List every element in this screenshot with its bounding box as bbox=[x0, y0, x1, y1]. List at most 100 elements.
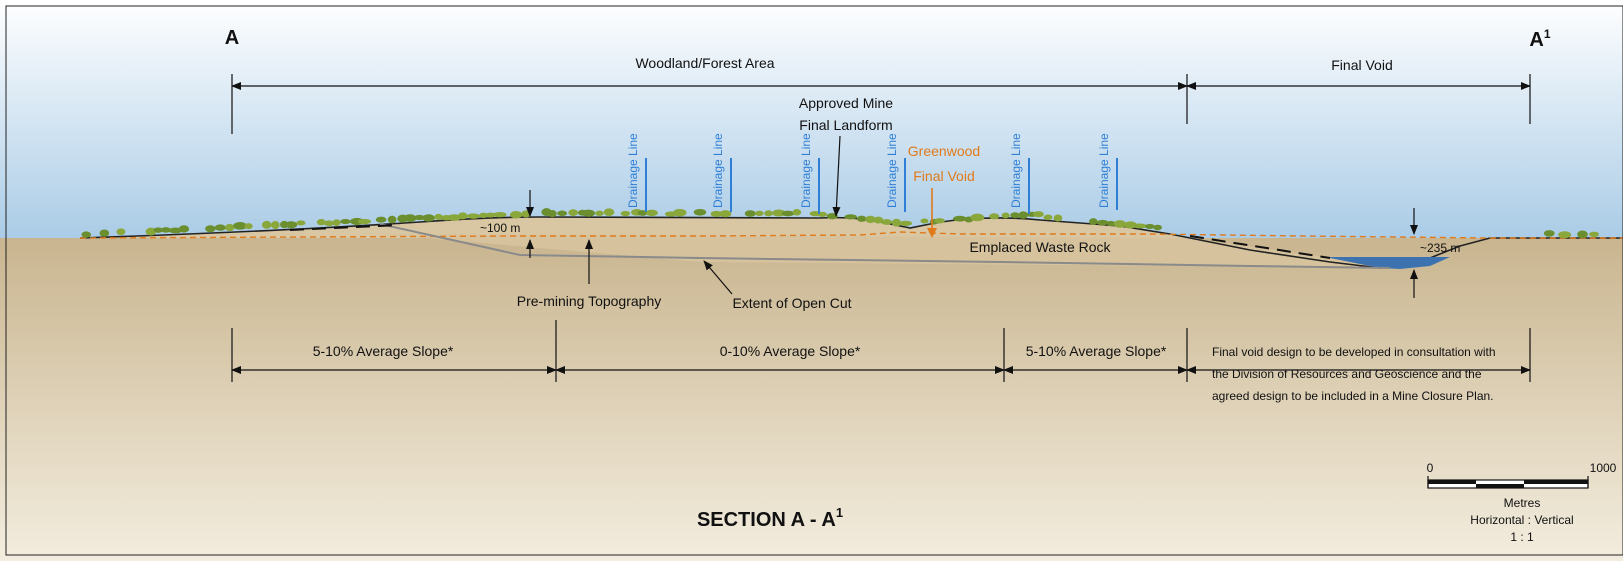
tree-clump bbox=[357, 218, 372, 225]
approved-landform-leader bbox=[832, 135, 841, 217]
greenwood-label-1: Greenwood bbox=[908, 143, 980, 159]
pre-mining-label: Pre-mining Topography bbox=[517, 293, 662, 309]
tree-clump bbox=[1577, 230, 1588, 239]
tree-clump bbox=[645, 209, 658, 217]
tree-clump bbox=[414, 214, 425, 221]
drainage-line-label-1: Drainage Line bbox=[626, 133, 640, 208]
tree-clump bbox=[557, 210, 568, 217]
tree-clump bbox=[447, 214, 462, 221]
greenwood-arrowhead bbox=[927, 228, 937, 238]
tree-clump bbox=[1033, 211, 1044, 218]
tree-clump bbox=[1001, 212, 1010, 219]
tree-clump bbox=[99, 229, 110, 237]
scale-unit-label: Metres bbox=[1504, 496, 1541, 510]
tree-clump bbox=[582, 209, 595, 217]
tree-clump bbox=[1096, 219, 1109, 226]
tree-clump bbox=[332, 219, 341, 227]
tree-clump bbox=[970, 213, 985, 222]
tree-clump bbox=[422, 214, 435, 222]
section-title: SECTION A - A1 bbox=[697, 505, 843, 531]
tree-clump bbox=[568, 209, 578, 216]
tree-clump bbox=[693, 208, 707, 216]
slope-label-3: 5-10% Average Slope* bbox=[1026, 343, 1167, 359]
tree-clump bbox=[485, 212, 496, 218]
note-line-1: Final void design to be developed in con… bbox=[1212, 345, 1496, 359]
tree-clump bbox=[493, 211, 507, 218]
scale-ratio-label: Horizontal : Vertical bbox=[1470, 513, 1573, 527]
tree-clump bbox=[1543, 230, 1555, 237]
tree-clump bbox=[792, 209, 802, 216]
tree-clump bbox=[261, 220, 272, 229]
tree-clump bbox=[160, 227, 171, 233]
tree-clump bbox=[316, 218, 326, 226]
tree-clump bbox=[296, 220, 306, 226]
landform-dash-left bbox=[289, 224, 401, 231]
tree-clump bbox=[403, 214, 417, 223]
tree-clump bbox=[340, 219, 351, 225]
tree-clump bbox=[899, 220, 913, 227]
tree-clump bbox=[856, 215, 867, 222]
tree-clump bbox=[934, 218, 945, 224]
tree-clump bbox=[1089, 218, 1098, 225]
section-marker-a: A bbox=[225, 27, 239, 49]
tree-clump bbox=[1558, 231, 1572, 239]
tree-clump bbox=[547, 209, 557, 218]
drainage-line-label-6: Drainage Line bbox=[1097, 133, 1111, 208]
sky bbox=[0, 0, 1623, 242]
tree-clump bbox=[509, 210, 523, 219]
open-cut-label: Extent of Open Cut bbox=[732, 295, 851, 311]
tree-clump bbox=[672, 208, 687, 217]
open-cut-leader bbox=[703, 260, 733, 295]
tree-clump bbox=[1589, 231, 1599, 237]
depth-right-label: ~235 m bbox=[1420, 241, 1460, 255]
tree-clump bbox=[153, 227, 164, 233]
tree-clump bbox=[719, 210, 732, 218]
ground bbox=[0, 238, 1623, 561]
drainage-line-label-2: Drainage Line bbox=[711, 133, 725, 208]
tree-clump bbox=[271, 221, 280, 230]
final-void-zone-label: Final Void bbox=[1331, 57, 1392, 73]
tree-clump bbox=[1053, 214, 1063, 222]
tree-clump bbox=[744, 210, 756, 217]
frame-border bbox=[5, 5, 1623, 556]
approved-landform-label-1: Approved Mine bbox=[799, 95, 893, 111]
tree-clump bbox=[244, 223, 253, 230]
greenwood-label-2: Final Void bbox=[913, 168, 974, 184]
tree-clump bbox=[891, 218, 902, 227]
tree-clump bbox=[920, 218, 929, 224]
tree-clump bbox=[603, 208, 615, 216]
tree-clump bbox=[595, 210, 604, 216]
drainage-lines: Drainage Line Drainage Line Drainage Line D… bbox=[626, 133, 1118, 214]
waste-rock-infill bbox=[380, 234, 1400, 268]
tree-clump bbox=[116, 228, 126, 236]
tree-clump bbox=[1106, 220, 1116, 227]
scale-bar bbox=[1427, 476, 1589, 489]
note-line-2: the Division of Resources and Geoscience… bbox=[1212, 367, 1482, 381]
tree-clump bbox=[865, 215, 876, 224]
tree-clump bbox=[387, 215, 397, 224]
scale-end-label: 1000 bbox=[1590, 461, 1617, 475]
open-cut-extent-line bbox=[379, 223, 1391, 269]
drainage-line-label-4: Drainage Line bbox=[885, 133, 899, 208]
tree-clump bbox=[1010, 212, 1020, 219]
tree-clump bbox=[764, 210, 773, 217]
tree-clump bbox=[873, 216, 884, 224]
tree-clump bbox=[989, 213, 1000, 220]
tree-clump bbox=[375, 216, 387, 223]
emplaced-waste-rock-label: Emplaced Waste Rock bbox=[969, 239, 1111, 255]
tree-clump bbox=[81, 231, 91, 238]
tree-clump bbox=[1018, 211, 1029, 219]
tree-clump bbox=[434, 213, 443, 220]
slope-label-1: 5-10% Average Slope* bbox=[313, 343, 454, 359]
tree-clump bbox=[952, 215, 967, 222]
pre-mining-topography-line bbox=[79, 231, 1623, 239]
tree-clump bbox=[1132, 223, 1147, 229]
approved-landform-label-2: Final Landform bbox=[799, 117, 892, 133]
depth-left-label: ~100 m bbox=[480, 221, 520, 235]
tree-clump bbox=[620, 210, 631, 217]
tree-clump bbox=[284, 221, 298, 229]
slope-label-2: 0-10% Average Slope* bbox=[720, 343, 861, 359]
tree-clump bbox=[781, 210, 795, 217]
